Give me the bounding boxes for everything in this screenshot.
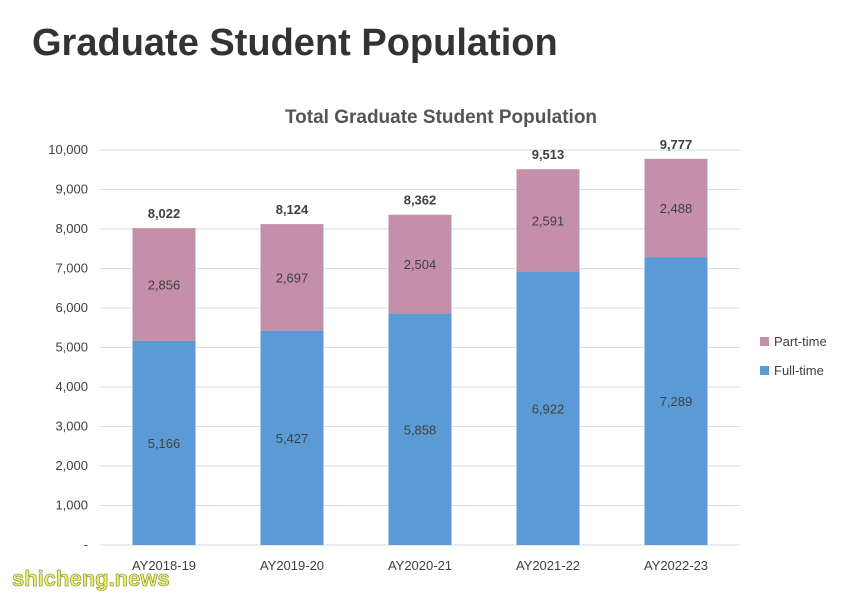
legend-swatch bbox=[760, 337, 769, 346]
legend-label: Part-time bbox=[774, 334, 827, 349]
x-tick-label: AY2021-22 bbox=[516, 558, 580, 573]
y-tick-label: 6,000 bbox=[55, 300, 88, 315]
axes: - 1,000 2,000 3,000 4,000 5,000 6,000 7,000 8,00… bbox=[48, 142, 708, 573]
page-title: Graduate Student Population bbox=[32, 22, 558, 64]
bar-part-time bbox=[260, 224, 324, 331]
legend-label: Full-time bbox=[774, 363, 824, 378]
y-tick-label: - bbox=[84, 537, 88, 552]
data-label-full-time: 5,166 bbox=[148, 436, 181, 451]
data-label-total: 9,513 bbox=[532, 147, 565, 162]
chart-title: Total Graduate Student Population bbox=[285, 107, 597, 128]
x-tick-label: AY2018-19 bbox=[132, 558, 196, 573]
bar-full-time bbox=[388, 313, 452, 545]
data-label-part-time: 2,504 bbox=[404, 257, 437, 272]
bar-part-time bbox=[388, 214, 452, 314]
bars bbox=[132, 158, 708, 545]
bar-full-time bbox=[260, 330, 324, 545]
data-label-full-time: 5,427 bbox=[276, 431, 309, 446]
y-tick-label: 1,000 bbox=[55, 498, 88, 513]
legend: Part-time Full-time bbox=[760, 334, 827, 378]
y-tick-label: 8,000 bbox=[55, 221, 88, 236]
x-tick-label: AY2020-21 bbox=[388, 558, 452, 573]
legend-swatch bbox=[760, 366, 769, 375]
y-tick-label: 5,000 bbox=[55, 340, 88, 355]
x-tick-label: AY2022-23 bbox=[644, 558, 708, 573]
data-label-full-time: 5,858 bbox=[404, 422, 437, 437]
data-label-part-time: 2,488 bbox=[660, 201, 693, 216]
data-label-full-time: 7,289 bbox=[660, 394, 693, 409]
data-label-total: 9,777 bbox=[660, 137, 693, 152]
data-label-part-time: 2,697 bbox=[276, 270, 309, 285]
watermark: shicheng.news bbox=[12, 566, 170, 592]
y-tick-label: 10,000 bbox=[48, 142, 88, 157]
bar-full-time bbox=[132, 340, 196, 545]
data-label-part-time: 2,856 bbox=[148, 278, 181, 293]
y-tick-label: 4,000 bbox=[55, 379, 88, 394]
bar-full-time bbox=[644, 257, 708, 545]
data-label-part-time: 2,591 bbox=[532, 213, 565, 228]
data-labels: 5,166 2,856 8,022 5,427 2,697 8,124 5,858 2,504… bbox=[148, 137, 693, 451]
data-label-total: 8,124 bbox=[276, 202, 309, 217]
y-tick-label: 9,000 bbox=[55, 182, 88, 197]
x-tick-label: AY2019-20 bbox=[260, 558, 324, 573]
data-label-full-time: 6,922 bbox=[532, 401, 565, 416]
data-label-total: 8,362 bbox=[404, 193, 437, 208]
bar-part-time bbox=[132, 228, 196, 341]
y-tick-label: 3,000 bbox=[55, 419, 88, 434]
data-label-total: 8,022 bbox=[148, 206, 181, 221]
y-tick-label: 7,000 bbox=[55, 261, 88, 276]
y-tick-label: 2,000 bbox=[55, 458, 88, 473]
bar-part-time bbox=[644, 158, 708, 258]
bar-part-time bbox=[516, 169, 580, 272]
bar-full-time bbox=[516, 271, 580, 545]
